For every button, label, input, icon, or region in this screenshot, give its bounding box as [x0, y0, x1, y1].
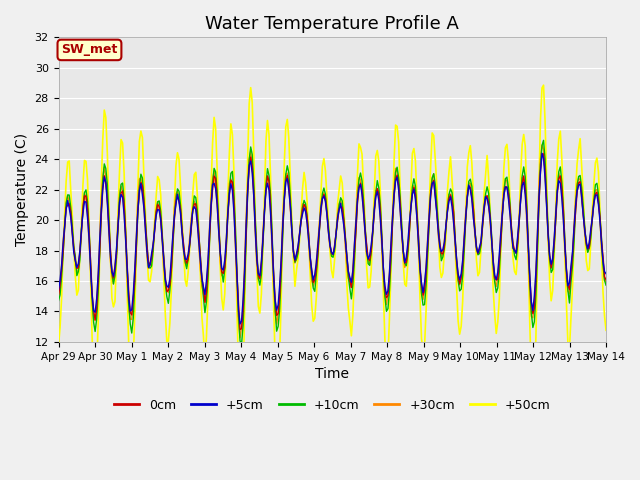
Legend: 0cm, +5cm, +10cm, +30cm, +50cm: 0cm, +5cm, +10cm, +30cm, +50cm	[109, 394, 556, 417]
Y-axis label: Temperature (C): Temperature (C)	[15, 133, 29, 246]
X-axis label: Time: Time	[316, 367, 349, 381]
Title: Water Temperature Profile A: Water Temperature Profile A	[205, 15, 460, 33]
Text: SW_met: SW_met	[61, 43, 118, 57]
